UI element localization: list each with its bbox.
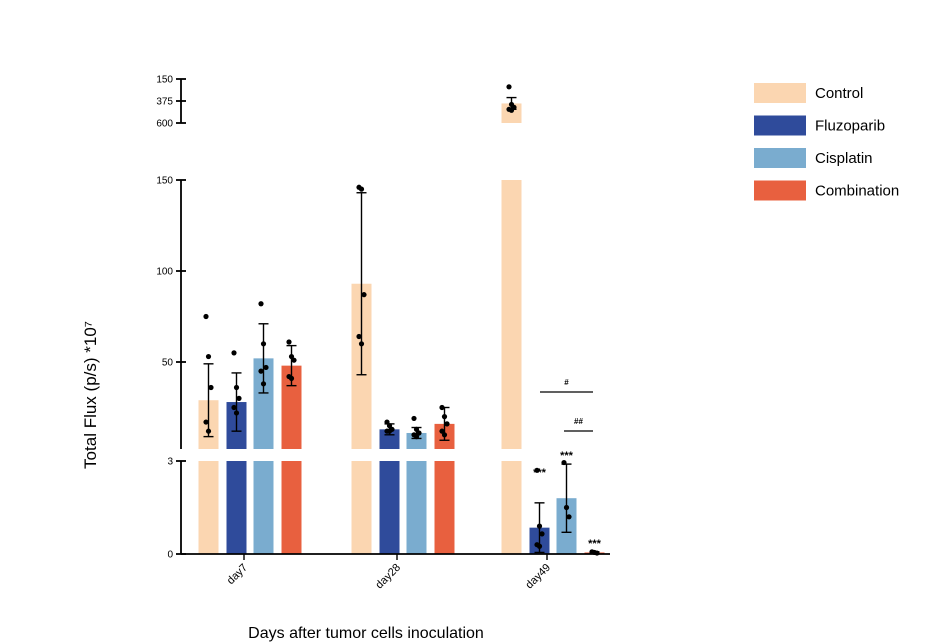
error-bars-layer	[203, 96, 600, 554]
bars-layer	[198, 103, 605, 554]
data-point-fluzoparib-day7	[236, 395, 242, 401]
y-tick-label: 600	[156, 119, 173, 130]
y-tick-label: 0	[167, 550, 173, 561]
data-point-control-day28	[361, 292, 367, 298]
data-point-fluzoparib-day7	[233, 384, 240, 391]
significance-annotations: *********###	[533, 378, 602, 550]
data-point-fluzoparib-day28	[386, 423, 393, 429]
x-axis: day7 day28 day49	[181, 553, 610, 592]
significance-stars: ***	[560, 450, 574, 462]
data-point-cisplatin-day7	[258, 368, 264, 374]
data-point-fluzoparib-day7	[231, 350, 237, 356]
data-point-fluzoparib-day49	[536, 523, 543, 529]
data-point-cisplatin-day7	[260, 341, 267, 347]
bar-cisplatin-day28	[406, 461, 427, 554]
bar-cisplatin-day7	[253, 461, 274, 554]
data-point-combination-day7	[286, 339, 292, 345]
data-point-combination-day28	[444, 421, 450, 427]
data-point-cisplatin-day28	[413, 434, 420, 440]
data-point-cisplatin-day49	[561, 459, 567, 466]
data-point-combination-day7	[288, 353, 295, 360]
data-point-cisplatin-day28	[413, 426, 420, 432]
y-tick-label: 150	[156, 75, 173, 86]
bar-control-day49-upper	[501, 180, 522, 449]
data-point-control-day28	[358, 341, 365, 347]
legend-label-fluzoparib: Fluzoparib	[815, 118, 885, 135]
significance-hash: ##	[574, 417, 583, 426]
data-point-fluzoparib-day49	[539, 531, 545, 537]
bar-fluzoparib-day28	[379, 461, 400, 554]
bar-control-day7	[198, 461, 219, 554]
legend-label-cisplatin: Cisplatin	[815, 150, 873, 167]
data-point-combination-day28	[441, 432, 448, 438]
y-tick-label: 50	[162, 358, 174, 369]
x-tick-label: day49	[523, 562, 553, 592]
data-point-control-day28	[356, 333, 362, 340]
bar-control-day49	[501, 461, 522, 554]
data-point-fluzoparib-day49	[534, 467, 540, 473]
bar-cisplatin-day7-upper	[253, 358, 274, 449]
legend-swatch-cisplatin	[754, 148, 806, 168]
x-tick-label: day7	[225, 562, 250, 587]
bar-combination-day7	[281, 461, 302, 554]
data-points-layer	[203, 84, 600, 556]
bar-fluzoparib-day7	[226, 461, 247, 554]
significance-stars: ***	[533, 467, 547, 479]
legend-swatch-control	[754, 83, 806, 103]
data-point-control-day49	[506, 84, 512, 90]
data-point-control-day7	[203, 313, 209, 320]
bar-combination-day28	[434, 461, 455, 554]
data-point-fluzoparib-day7	[233, 410, 240, 416]
data-point-control-day7	[205, 428, 212, 434]
data-point-control-day7	[205, 353, 212, 360]
data-point-fluzoparib-day7	[231, 404, 237, 411]
bar-control-day49-top	[501, 103, 522, 123]
data-point-cisplatin-day7	[260, 381, 267, 387]
data-point-combination-day28	[439, 428, 445, 434]
y-tick-label: 375	[156, 97, 173, 108]
x-axis-label: Days after tumor cells inoculation	[248, 625, 484, 642]
data-point-cisplatin-day7	[258, 301, 264, 307]
y-tick-label: 100	[156, 267, 173, 278]
legend-label-control: Control	[815, 85, 863, 102]
data-point-control-day7	[208, 384, 214, 391]
data-point-combination-day7	[291, 357, 297, 363]
data-point-control-day28	[358, 186, 365, 192]
bar-control-day28	[351, 461, 372, 554]
data-point-cisplatin-day28	[416, 430, 422, 436]
y-tick-label: 150	[156, 176, 173, 187]
legend-swatch-fluzoparib	[754, 115, 806, 136]
data-point-cisplatin-day49	[563, 504, 570, 511]
data-point-combination-day7	[288, 375, 295, 381]
bar-cisplatin-day28-upper	[406, 432, 427, 449]
legend-label-combination: Combination	[815, 183, 899, 200]
significance-hash: #	[564, 378, 569, 387]
data-point-fluzoparib-day49	[536, 543, 543, 549]
y-axis: 0 3 50 100 150 150 375 600	[156, 75, 186, 561]
y-tick-label: 3	[167, 457, 173, 468]
y-axis-label: Total Flux (p/s) *10⁷	[81, 321, 100, 469]
x-tick-label: day28	[373, 562, 403, 592]
data-point-control-day7	[203, 419, 209, 425]
legend-swatch-combination	[754, 180, 806, 201]
data-point-cisplatin-day7	[263, 364, 269, 371]
data-point-fluzoparib-day28	[384, 419, 390, 425]
significance-stars: ***	[588, 538, 602, 550]
data-point-combination-day28	[439, 404, 445, 411]
data-point-cisplatin-day49	[566, 514, 572, 520]
data-point-control-day49	[508, 107, 515, 113]
data-point-cisplatin-day28	[411, 415, 417, 422]
data-point-combination-day28	[441, 414, 448, 420]
legend: Control Fluzoparib Cisplatin Combination	[754, 83, 899, 201]
data-point-fluzoparib-day28	[386, 428, 393, 434]
bar-combination-day7-upper	[281, 365, 302, 449]
